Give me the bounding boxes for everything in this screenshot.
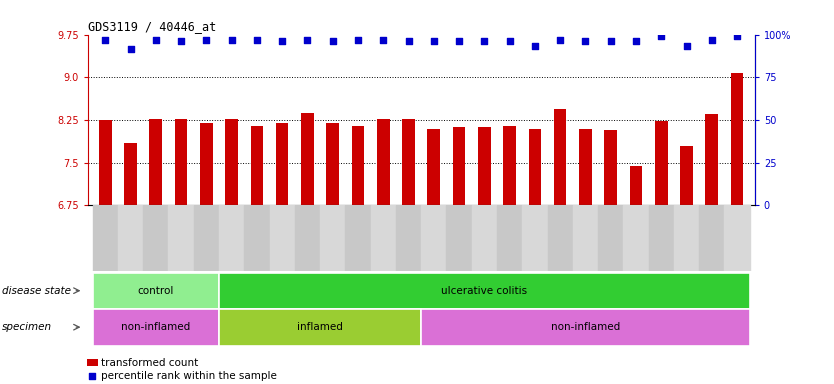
Text: inflamed: inflamed (297, 322, 343, 333)
Bar (143, 205, 168, 271)
Bar (244, 205, 269, 271)
Bar (175, 119, 188, 205)
Bar (377, 119, 389, 205)
Text: control: control (138, 286, 174, 296)
Point (351, 37, 364, 43)
Bar (472, 205, 497, 271)
Point (579, 38, 592, 45)
Bar (630, 166, 642, 205)
Point (478, 38, 491, 45)
Bar (225, 119, 238, 205)
Bar (193, 205, 219, 271)
Bar (370, 205, 396, 271)
Text: GDS3119 / 40446_at: GDS3119 / 40446_at (88, 20, 216, 33)
Bar (605, 130, 617, 205)
Point (604, 38, 617, 45)
Bar (87, 359, 98, 366)
Text: non-inflamed: non-inflamed (550, 322, 620, 333)
Bar (421, 309, 750, 346)
Bar (623, 205, 649, 271)
Text: non-inflamed: non-inflamed (121, 322, 190, 333)
Point (427, 38, 440, 45)
Bar (402, 119, 414, 205)
Bar (301, 113, 314, 205)
Point (98, 37, 112, 43)
Bar (149, 119, 162, 205)
Bar (276, 123, 289, 205)
Bar (725, 205, 750, 271)
Point (655, 33, 668, 39)
Point (528, 43, 541, 49)
Text: percentile rank within the sample: percentile rank within the sample (101, 371, 277, 381)
Point (326, 38, 339, 45)
Point (731, 33, 744, 39)
Text: disease state: disease state (2, 286, 71, 296)
Text: specimen: specimen (2, 322, 52, 332)
Bar (655, 121, 667, 205)
Bar (428, 129, 440, 205)
Point (199, 37, 213, 43)
Point (630, 38, 643, 45)
Bar (250, 126, 264, 205)
Point (85, 372, 98, 379)
Point (275, 38, 289, 45)
Point (503, 38, 516, 45)
Bar (93, 273, 219, 309)
Bar (503, 126, 516, 205)
Bar (598, 205, 623, 271)
Bar (706, 114, 718, 205)
Bar (269, 205, 294, 271)
Bar (118, 205, 143, 271)
Bar (219, 205, 244, 271)
Bar (548, 205, 573, 271)
Bar (529, 129, 541, 205)
Bar (345, 205, 370, 271)
Bar (326, 123, 339, 205)
Bar (681, 146, 693, 205)
Bar (294, 205, 320, 271)
Bar (352, 126, 364, 205)
Bar (219, 309, 421, 346)
Point (124, 46, 138, 52)
Bar (320, 205, 345, 271)
Bar (674, 205, 699, 271)
Bar (421, 205, 446, 271)
Point (250, 37, 264, 43)
Bar (446, 205, 472, 271)
Bar (93, 205, 118, 271)
Point (705, 37, 718, 43)
Bar (731, 73, 743, 205)
Point (149, 37, 163, 43)
Bar (453, 127, 465, 205)
Bar (699, 205, 725, 271)
Bar (168, 205, 193, 271)
Point (452, 38, 465, 45)
Bar (99, 120, 112, 205)
Bar (200, 123, 213, 205)
Bar (396, 205, 421, 271)
Bar (579, 129, 592, 205)
Point (301, 37, 314, 43)
Bar (522, 205, 548, 271)
Bar (219, 273, 750, 309)
Point (174, 38, 188, 45)
Point (225, 37, 239, 43)
Bar (124, 143, 137, 205)
Point (680, 43, 693, 49)
Bar (478, 127, 490, 205)
Bar (497, 205, 522, 271)
Point (402, 38, 415, 45)
Bar (649, 205, 674, 271)
Bar (93, 309, 219, 346)
Text: ulcerative colitis: ulcerative colitis (441, 286, 527, 296)
Point (377, 37, 390, 43)
Bar (554, 109, 566, 205)
Text: transformed count: transformed count (101, 358, 198, 368)
Bar (573, 205, 598, 271)
Point (554, 37, 567, 43)
